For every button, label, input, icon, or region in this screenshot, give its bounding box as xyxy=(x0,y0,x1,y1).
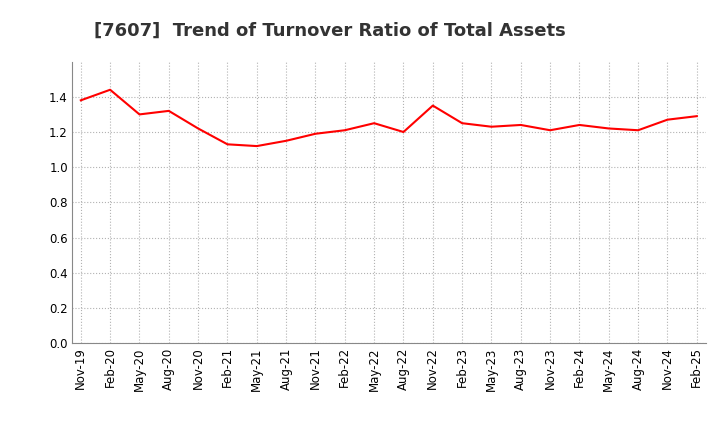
Text: [7607]  Trend of Turnover Ratio of Total Assets: [7607] Trend of Turnover Ratio of Total … xyxy=(94,22,565,40)
